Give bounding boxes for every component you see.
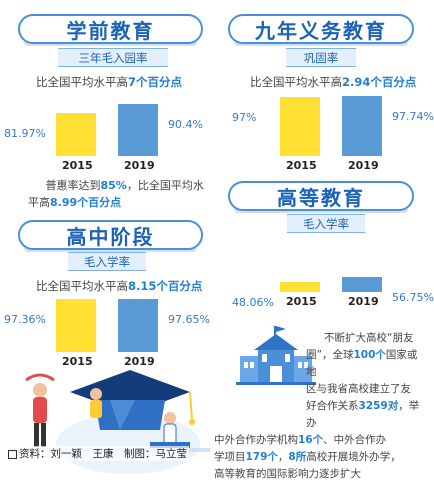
panel-title-preschool: 学前教育 <box>18 14 203 46</box>
panel-title-higher: 高等教育 <box>228 181 414 213</box>
value-label-highschool-2015: 97.36% <box>4 313 46 327</box>
bar-highschool-2015 <box>56 299 96 352</box>
subtitle-compulsory: 巩固率 <box>286 48 356 67</box>
year-label-highschool-2015: 2015 <box>62 355 93 368</box>
year-label-higher-2015: 2015 <box>286 295 317 308</box>
value-label-higher-2015: 48.06% <box>232 296 274 309</box>
bar-compulsory-2015 <box>280 97 320 156</box>
bar-preschool-2019 <box>118 103 158 156</box>
subtitle-higher: 毛入学率 <box>287 214 365 233</box>
value-label-highschool-2019: 97.65% <box>168 313 210 327</box>
year-label-higher-2019: 2019 <box>348 295 379 308</box>
bar-preschool-2015 <box>56 112 96 156</box>
statement-preschool: 比全国平均水平高7个百分点 <box>36 75 183 89</box>
statement-compulsory: 比全国平均水平高2.94个百分点 <box>250 75 417 89</box>
bar-higher-2015 <box>280 282 320 292</box>
panel-title-highschool: 高中阶段 <box>18 220 203 252</box>
value-label-higher-2019: 56.75% <box>392 291 434 305</box>
higher-ed-description: 不断扩大高校“朋友 圈”，全球100个国家或地 区与我省高校建立了友 好合作关系… <box>214 332 420 480</box>
panel-title-compulsory: 九年义务教育 <box>228 14 414 46</box>
year-label-preschool-2015: 2015 <box>62 159 93 172</box>
subtitle-preschool: 三年毛入园率 <box>58 48 168 67</box>
year-label-compulsory-2019: 2019 <box>348 159 379 172</box>
year-label-preschool-2019: 2019 <box>124 159 155 172</box>
bar-higher-2019 <box>342 277 382 292</box>
note-preschool: 普惠率达到85%，比全国平均水 平高8.99个百分点 <box>28 179 204 209</box>
value-label-preschool-2015: 81.97% <box>4 126 46 140</box>
subtitle-highschool: 毛入学率 <box>68 252 146 271</box>
school-building-icon <box>236 326 316 385</box>
credit-line: 资料：刘一颖 王康 制图：马立莹 <box>6 446 189 461</box>
statement-highschool: 比全国平均水平高8.15个百分点 <box>36 279 203 293</box>
bar-compulsory-2019 <box>342 96 382 156</box>
year-label-highschool-2019: 2019 <box>124 355 155 368</box>
value-label-compulsory-2019: 97.74% <box>392 110 434 124</box>
year-label-compulsory-2015: 2015 <box>286 159 317 172</box>
value-label-preschool-2019: 90.4% <box>168 117 203 131</box>
value-label-compulsory-2015: 97% <box>232 111 257 125</box>
bar-highschool-2019 <box>118 299 158 352</box>
